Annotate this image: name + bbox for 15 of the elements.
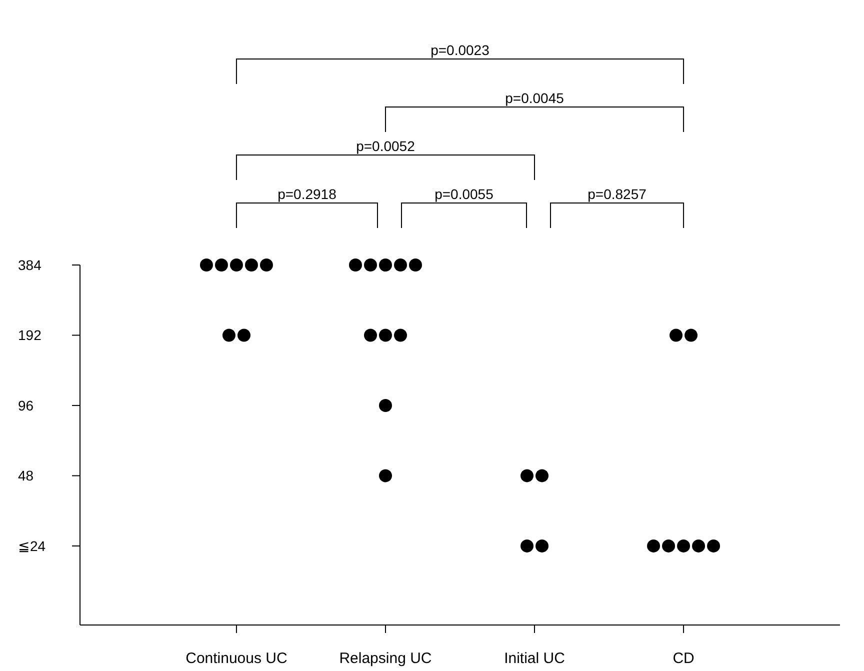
text: p=0.0052: [356, 138, 416, 154]
y-tick-label: 48: [18, 468, 34, 484]
text: p=0.2918: [278, 186, 337, 202]
y-tick-label: ≦24: [18, 538, 46, 554]
text: p=0.0023: [430, 42, 490, 58]
text: p=0.8257: [588, 186, 647, 202]
x-tick-label: Continuous UC: [186, 650, 288, 667]
x-tick-label: Relapsing UC: [339, 650, 432, 667]
x-tick-label: CD: [672, 650, 695, 667]
y-tick-label: 96: [18, 397, 34, 414]
y-tick-label: 384: [18, 256, 42, 273]
y-tick-label: 192: [18, 327, 42, 344]
x-tick-label: Initial UC: [504, 650, 566, 667]
text: p=0.0045: [505, 90, 564, 106]
text: p=0.0055: [434, 186, 494, 202]
